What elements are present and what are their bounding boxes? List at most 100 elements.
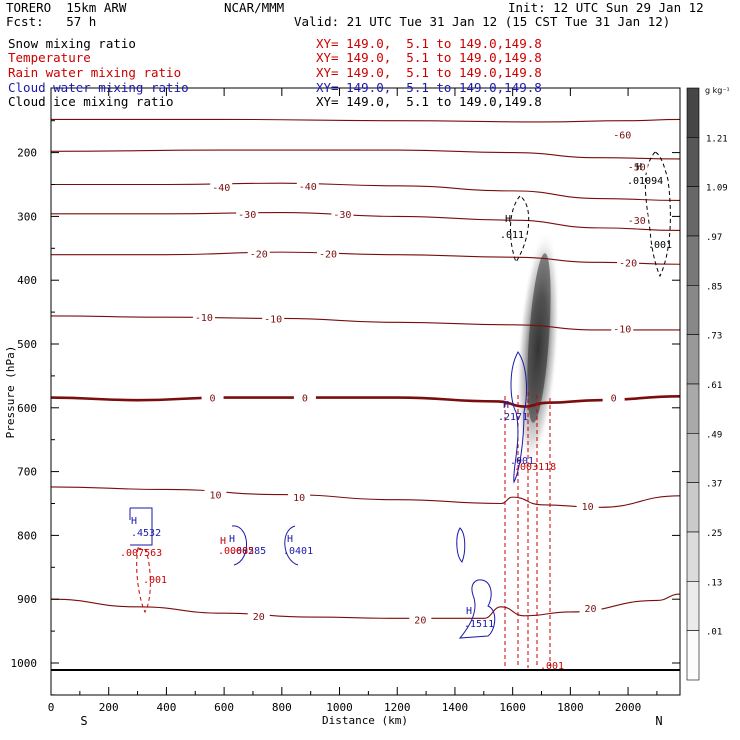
isotherm-label: -20	[319, 249, 337, 260]
cloud-water-small	[456, 527, 466, 563]
cloud-water-label: .1511	[464, 619, 494, 630]
y-tick-label: 1000	[11, 657, 38, 670]
cloud-ice-max-label-right: .01094	[627, 176, 663, 187]
x-tick-label: 1600	[499, 701, 526, 714]
x-tick-label: 1200	[384, 701, 411, 714]
isotherm-label: 0	[210, 394, 216, 405]
cloud-ice-right	[644, 151, 671, 278]
field-annotations: .011 .01094 .001 H H .4532 .00285 .0401 …	[120, 162, 672, 672]
snow-plume-core	[527, 253, 551, 423]
isotherm-label: 10	[293, 493, 305, 504]
isotherm-label: 10	[582, 502, 594, 513]
high-marker: H	[229, 534, 235, 545]
north-label: N	[655, 714, 662, 728]
isotherm-label: -30	[628, 216, 646, 227]
colorbar-box	[686, 186, 700, 237]
cloud-water-contours	[129, 351, 527, 639]
x-tick-label: 200	[99, 701, 119, 714]
colorbar-box	[686, 433, 700, 483]
legend-cloud-water: Cloud water mixing ratio	[8, 80, 189, 95]
isotherm-label: 0	[302, 394, 308, 405]
isotherm-label-bg	[579, 602, 602, 615]
colorbar-label: .61	[706, 381, 722, 391]
cloud-water-label: .4532	[131, 528, 161, 539]
init-time: Init: 12 UTC Sun 29 Jan 12	[508, 0, 704, 15]
isotherm-label-bg	[625, 214, 648, 227]
colorbar-box	[686, 235, 700, 286]
isotherm-label-bg	[409, 613, 432, 626]
isotherm-minus60	[51, 118, 681, 123]
x-tick-label: 1000	[326, 701, 353, 714]
colorbar-box	[686, 383, 700, 434]
isotherm-minus40	[51, 182, 681, 201]
isotherm-label-bg	[576, 500, 599, 513]
forecast-hour: Fcst: 57 h	[6, 14, 97, 29]
cloud-water-label: .001	[510, 456, 534, 467]
legend-temperature: Temperature	[8, 50, 91, 65]
y-tick-label: 800	[17, 529, 37, 542]
isotherm-label: 0	[611, 394, 617, 405]
isotherm-label: 20	[253, 612, 265, 623]
colorbar-label: .25	[706, 529, 722, 539]
legend-temperature-xy: XY= 149.0, 5.1 to 149.0,149.8	[316, 50, 542, 65]
isotherm-label-bg	[611, 128, 634, 141]
cloud-ice-upper	[509, 195, 530, 264]
colorbar-label: .37	[706, 480, 722, 490]
colorbar-box	[686, 87, 700, 138]
isotherm-label: -10	[264, 314, 282, 325]
colorbar-label: .73	[706, 332, 722, 342]
isotherm-label-bg	[247, 609, 270, 622]
isotherm-label-bg	[201, 391, 224, 404]
isotherm-label: 20	[585, 604, 597, 615]
high-marker: H	[636, 162, 642, 173]
temperature-contours	[50, 118, 681, 619]
isotherm-label-bg	[204, 488, 227, 501]
legend-rain-water-xy: XY= 149.0, 5.1 to 149.0,149.8	[316, 65, 542, 80]
y-tick-label: 600	[17, 402, 37, 415]
cloud-water-label: .0401	[283, 546, 313, 557]
x-tick-label: 0	[48, 701, 55, 714]
x-axis-title: Distance (km)	[322, 714, 408, 727]
y-tick-label: 400	[17, 274, 37, 287]
colorbar-label: .85	[706, 282, 722, 292]
legend-snow: Snow mixing ratio	[8, 36, 136, 51]
x-tick-label: 600	[214, 701, 234, 714]
isotherm-label-bg	[236, 207, 259, 220]
x-tick-label: 1400	[442, 701, 469, 714]
rain-water-label: .003118	[514, 462, 556, 473]
isotherm-label: -10	[195, 313, 213, 324]
y-tick-label: 200	[17, 147, 37, 160]
cloud-water-label: .00285	[230, 546, 266, 557]
colorbar-label: .97	[706, 233, 722, 243]
model-title: TORERO 15km ARW	[6, 0, 127, 15]
x-tick-label: 2000	[615, 701, 642, 714]
isotherm-label-bg	[288, 491, 311, 504]
rain-water-label: .00685	[218, 546, 254, 557]
isotherm-label-bg	[602, 391, 625, 404]
axes: 0 200 400 600 800 1000 1200 1400 1600 1800 2000200…	[4, 88, 680, 728]
colorbar-label: 1.21	[706, 134, 728, 144]
colorbar-box	[686, 137, 700, 187]
y-tick-label: 300	[17, 210, 37, 223]
colorbar-label: 1.09	[706, 184, 728, 194]
high-marker: H	[466, 606, 472, 617]
isotherm-label-bg	[192, 311, 215, 324]
isotherm-label: -60	[613, 131, 631, 142]
y-axis-title: Pressure (hPa)	[4, 346, 17, 439]
isotherm-label-bg	[625, 160, 648, 173]
colorbar-box	[686, 531, 700, 582]
colorbar-unit: g kg⁻¹	[705, 86, 730, 95]
isotherm-0	[50, 395, 681, 408]
y-tick-label: 900	[17, 593, 37, 606]
colorbar-box	[686, 334, 700, 385]
isotherm-label-bg	[262, 312, 285, 325]
isotherm-label: 10	[209, 491, 221, 502]
x-tick-label: 1800	[557, 701, 584, 714]
isotherm-label: -50	[628, 163, 646, 174]
cloud-ice-min-label-right: .001	[648, 240, 672, 251]
y-tick-label: 500	[17, 338, 37, 351]
high-marker: H	[287, 534, 293, 545]
isotherm-label-bg	[316, 247, 339, 260]
high-marker: H	[131, 516, 137, 527]
plot-frame	[50, 87, 681, 696]
